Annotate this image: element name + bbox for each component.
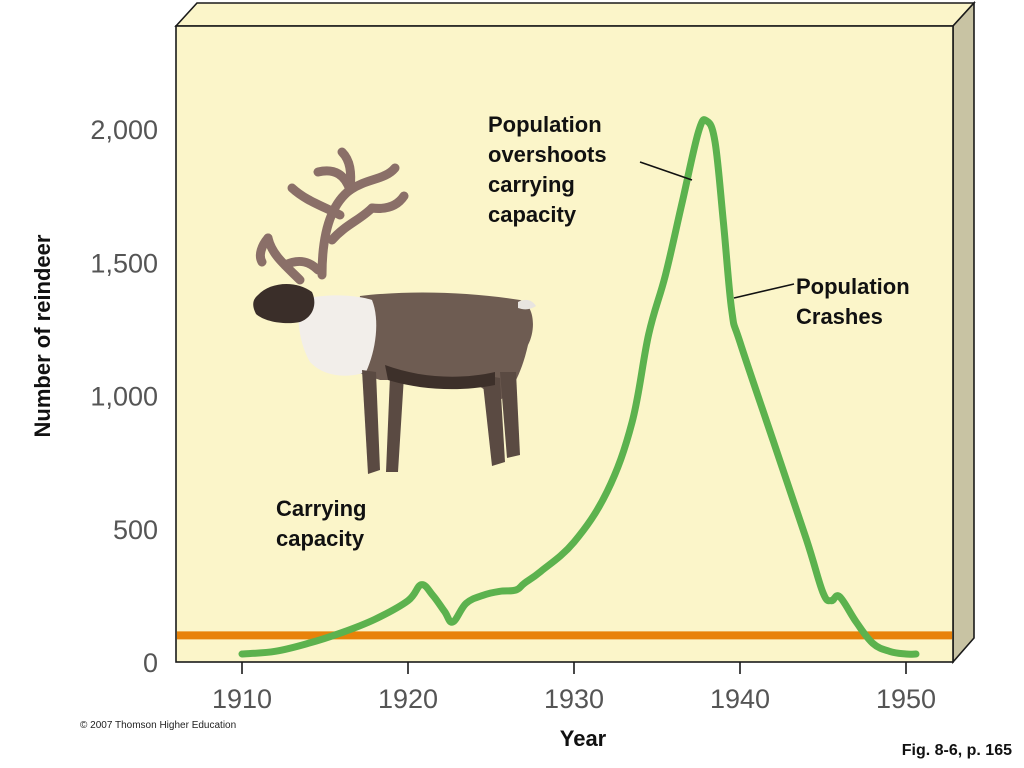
y-tick-labels: 0 500 1,000 1,500 2,000	[90, 115, 158, 678]
x-axis-title: Year	[560, 726, 607, 751]
annotation-crash: Population Crashes	[733, 274, 910, 329]
y-tick-label: 2,000	[90, 115, 158, 145]
annotation-line: carrying	[488, 172, 575, 197]
x-tick-label: 1950	[876, 684, 936, 714]
x-tick-label: 1920	[378, 684, 438, 714]
y-tick-label: 500	[113, 515, 158, 545]
y-axis-title: Number of reindeer	[30, 234, 55, 437]
annotation-pointer	[733, 283, 795, 299]
x-tick-label: 1940	[710, 684, 770, 714]
reindeer-illustration	[253, 147, 536, 474]
annotation-carrying-capacity: Carrying capacity	[276, 496, 366, 551]
x-tick-label: 1930	[544, 684, 604, 714]
plot-box-side	[952, 0, 975, 665]
annotation-pointer	[639, 161, 693, 181]
annotation-line: capacity	[488, 202, 577, 227]
x-tick-marks	[241, 662, 907, 674]
annotation-line: Population	[488, 112, 602, 137]
copyright-text: © 2007 Thomson Higher Education	[80, 720, 237, 731]
annotation-line: Carrying	[276, 496, 366, 521]
annotation-line: capacity	[276, 526, 365, 551]
y-tick-label: 1,000	[90, 382, 158, 412]
annotation-line: Crashes	[796, 304, 883, 329]
x-tick-label: 1910	[212, 684, 272, 714]
annotation-line: Population	[796, 274, 910, 299]
population-line	[238, 116, 920, 658]
x-tick-labels: 1910 1920 1930 1940 1950	[212, 684, 936, 714]
y-tick-label: 1,500	[90, 248, 158, 278]
annotation-line: overshoots	[488, 142, 607, 167]
figure-reference: Fig. 8-6, p. 165	[901, 742, 1012, 759]
annotation-overshoot: Population overshoots carrying capacity	[488, 112, 693, 227]
y-tick-label: 0	[143, 648, 158, 678]
plot-box-top	[174, 2, 976, 27]
